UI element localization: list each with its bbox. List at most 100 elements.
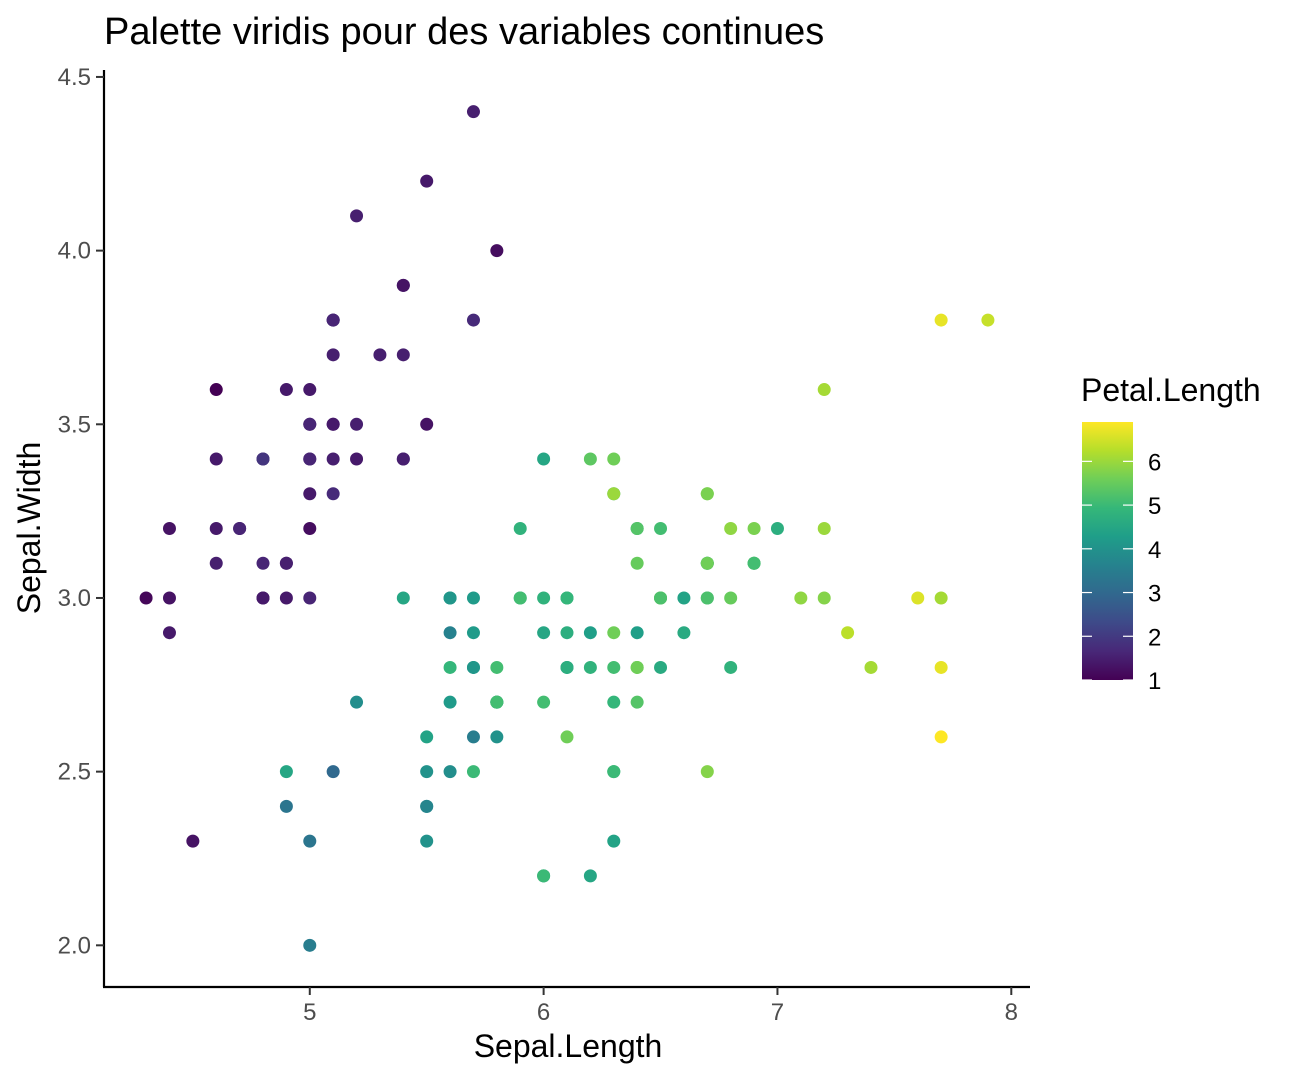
legend-tick-label: 2 — [1148, 624, 1161, 651]
data-point — [513, 522, 527, 535]
data-point — [326, 487, 340, 501]
data-point — [256, 591, 270, 605]
data-point — [677, 591, 691, 605]
data-point — [630, 556, 644, 570]
data-point — [700, 591, 714, 605]
data-point — [420, 834, 434, 848]
data-point — [537, 452, 551, 466]
data-point — [209, 522, 223, 535]
data-point — [466, 626, 480, 640]
data-point — [443, 695, 457, 709]
data-point — [162, 522, 176, 535]
y-tick-label: 2.0 — [58, 932, 91, 959]
data-point — [139, 591, 153, 605]
data-point — [466, 765, 480, 779]
x-tick-label: 6 — [537, 999, 550, 1026]
data-point — [747, 556, 761, 570]
data-point — [279, 556, 293, 570]
data-point — [279, 765, 293, 779]
data-point — [607, 695, 621, 709]
data-point — [396, 591, 410, 605]
data-point — [443, 626, 457, 640]
data-point — [326, 313, 340, 327]
data-point — [654, 591, 668, 605]
data-point — [256, 556, 270, 570]
data-point — [326, 348, 340, 362]
data-point — [209, 452, 223, 466]
data-point — [560, 730, 574, 744]
data-point — [490, 244, 504, 258]
data-point — [350, 417, 364, 431]
x-axis-title: Sepal.Length — [474, 1028, 663, 1064]
data-point — [420, 765, 434, 779]
x-ticks: 5 6 7 8 — [303, 987, 1018, 1026]
data-point — [583, 452, 597, 466]
data-point — [396, 452, 410, 466]
data-point — [770, 522, 784, 535]
data-point — [583, 660, 597, 674]
data-point — [279, 383, 293, 397]
data-point — [630, 660, 644, 674]
y-tick-label: 3.0 — [58, 585, 91, 612]
data-point — [724, 591, 738, 605]
data-point — [162, 591, 176, 605]
data-point — [934, 660, 948, 674]
data-point — [373, 348, 387, 362]
data-point — [934, 313, 948, 327]
legend-colorbar — [1082, 422, 1133, 680]
data-point — [303, 522, 317, 535]
data-point — [607, 452, 621, 466]
data-point — [677, 626, 691, 640]
data-point — [537, 869, 551, 883]
data-point — [560, 626, 574, 640]
data-point — [583, 869, 597, 883]
data-point — [607, 660, 621, 674]
data-point — [303, 938, 317, 952]
data-point — [350, 452, 364, 466]
data-point — [607, 834, 621, 848]
data-point — [654, 522, 668, 535]
data-point — [607, 765, 621, 779]
data-point — [466, 730, 480, 744]
data-point — [396, 278, 410, 292]
data-point — [607, 487, 621, 501]
legend-tick-label: 1 — [1148, 668, 1161, 695]
axes-layer — [102, 70, 1030, 989]
data-point — [864, 660, 878, 674]
data-point — [700, 556, 714, 570]
data-point — [279, 799, 293, 813]
data-point — [817, 522, 831, 535]
data-point — [817, 383, 831, 397]
legend-tick-label: 6 — [1148, 449, 1161, 476]
data-point — [326, 452, 340, 466]
y-tick-label: 2.5 — [58, 759, 91, 786]
data-point — [630, 626, 644, 640]
data-point — [911, 591, 925, 605]
data-point — [209, 383, 223, 397]
data-point — [466, 105, 480, 119]
data-point — [162, 626, 176, 640]
data-point — [396, 348, 410, 362]
data-point — [724, 660, 738, 674]
data-point — [630, 695, 644, 709]
data-point — [420, 417, 434, 431]
data-point — [209, 556, 223, 570]
data-point — [934, 730, 948, 744]
data-point — [443, 660, 457, 674]
data-point — [420, 799, 434, 813]
data-point — [303, 487, 317, 501]
y-ticks: 2.0 2.5 3.0 3.5 4.0 4.5 — [58, 64, 104, 959]
points-layer — [139, 105, 995, 952]
x-tick-label: 8 — [1005, 999, 1018, 1026]
data-point — [794, 591, 808, 605]
data-point — [560, 660, 574, 674]
data-point — [466, 660, 480, 674]
data-point — [466, 313, 480, 327]
data-point — [490, 695, 504, 709]
data-point — [630, 522, 644, 535]
data-point — [443, 591, 457, 605]
y-tick-label: 4.5 — [58, 64, 91, 91]
data-point — [817, 591, 831, 605]
y-axis-title: Sepal.Width — [11, 442, 47, 615]
